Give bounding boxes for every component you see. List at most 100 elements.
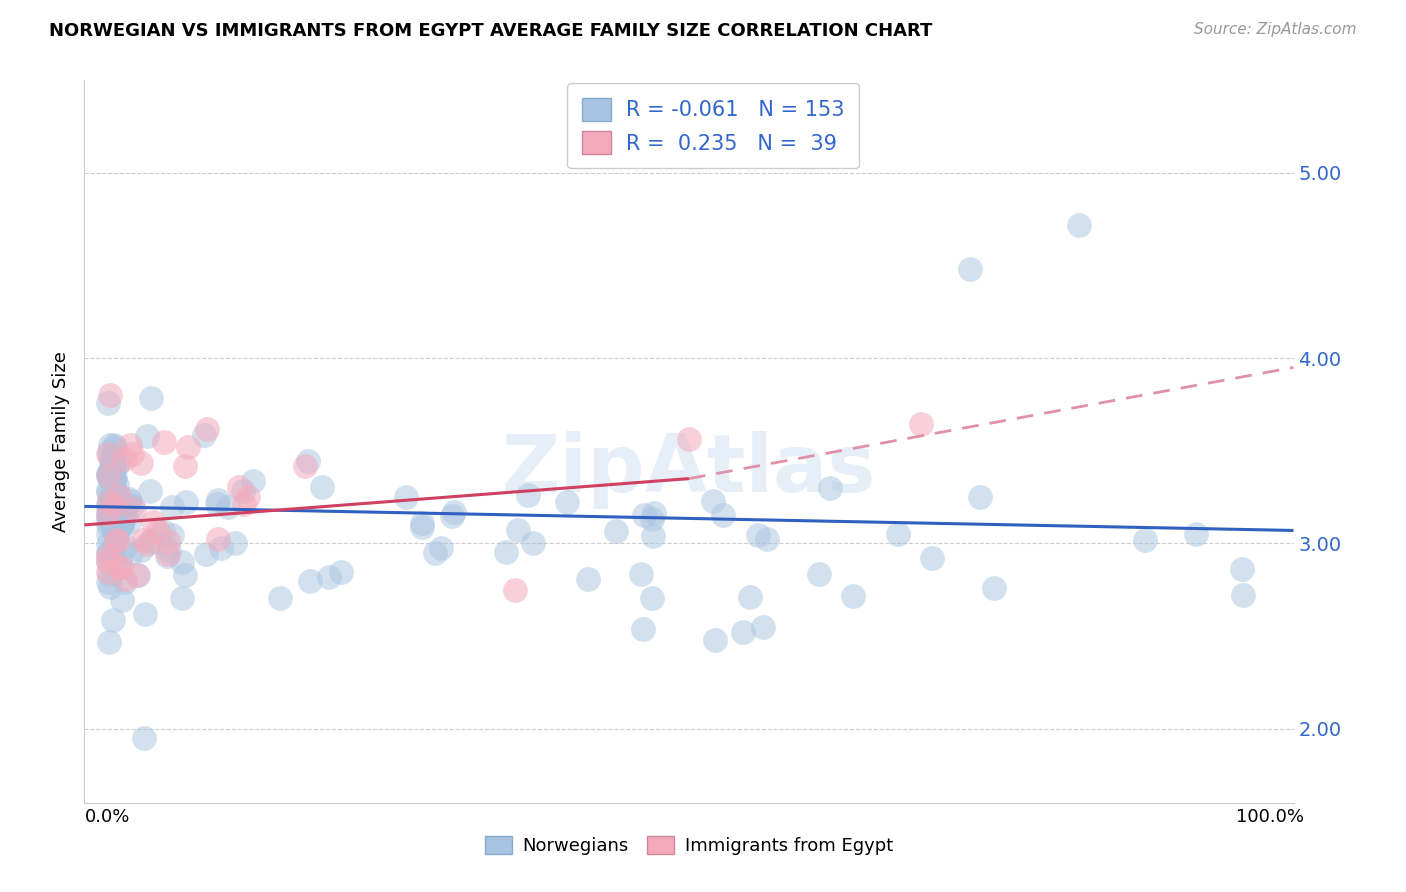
Point [751,620,773,634]
Point [111,517,134,532]
Point [807,566,830,581]
Point [100,459,122,474]
Point [97,483,120,497]
Point [97,467,120,482]
Point [97,507,120,521]
Point [110,518,132,533]
Point [103,503,125,517]
Point [395,490,418,504]
Point [108,553,131,567]
Point [152,434,174,449]
Point [983,581,1005,595]
Point [107,559,129,574]
Point [160,500,183,515]
Point [118,515,141,529]
Point [104,489,127,503]
Point [269,591,291,605]
Point [100,506,122,520]
Point [114,574,136,589]
Point [97,469,120,483]
Point [517,488,540,502]
Point [818,481,841,495]
Point [842,589,865,603]
Point [97,513,120,527]
Point [101,517,124,532]
Point [605,524,627,538]
Point [576,572,599,586]
Point [138,484,160,499]
Point [98,492,121,507]
Point [101,461,124,475]
Point [112,514,135,528]
Point [103,471,125,485]
Point [443,505,465,519]
Point [633,508,655,522]
Point [156,549,179,563]
Point [129,542,152,557]
Point [97,547,120,561]
Point [98,504,121,518]
Point [97,507,120,521]
Point [294,458,316,473]
Point [1232,562,1254,576]
Point [127,568,149,582]
Point [97,566,120,581]
Point [111,593,134,607]
Point [129,456,152,470]
Point [207,497,229,511]
Point [139,535,162,549]
Point [139,533,162,547]
Point [97,447,120,461]
Point [127,568,149,582]
Point [238,490,260,504]
Point [174,568,197,582]
Point [98,445,121,459]
Point [148,524,170,539]
Point [411,520,433,534]
Point [103,473,125,487]
Point [441,508,464,523]
Point [1232,588,1254,602]
Point [120,438,142,452]
Point [108,489,131,503]
Point [105,511,128,525]
Point [921,551,943,566]
Point [299,574,322,589]
Point [959,262,981,277]
Point [107,492,129,507]
Point [105,530,128,544]
Point [156,547,179,561]
Point [142,515,165,529]
Point [105,458,128,472]
Point [97,469,120,483]
Point [506,523,529,537]
Text: NORWEGIAN VS IMMIGRANTS FROM EGYPT AVERAGE FAMILY SIZE CORRELATION CHART: NORWEGIAN VS IMMIGRANTS FROM EGYPT AVERA… [49,22,932,40]
Point [97,527,120,541]
Text: ZipAtlas: ZipAtlas [502,432,876,509]
Point [170,555,193,569]
Point [122,501,145,516]
Point [103,613,125,627]
Point [97,507,120,521]
Point [643,506,665,520]
Point [318,569,340,583]
Point [633,622,655,636]
Point [97,467,120,482]
Point [910,417,932,431]
Point [411,516,433,531]
Point [887,526,910,541]
Point [224,536,246,550]
Point [105,561,128,575]
Point [103,489,125,503]
Point [114,500,136,514]
Point [195,422,218,436]
Point [678,432,700,446]
Point [177,440,200,454]
Point [157,533,180,548]
Point [97,537,120,551]
Point [152,524,174,538]
Point [194,547,217,561]
Point [97,575,120,590]
Point [134,607,156,621]
Point [98,470,121,484]
